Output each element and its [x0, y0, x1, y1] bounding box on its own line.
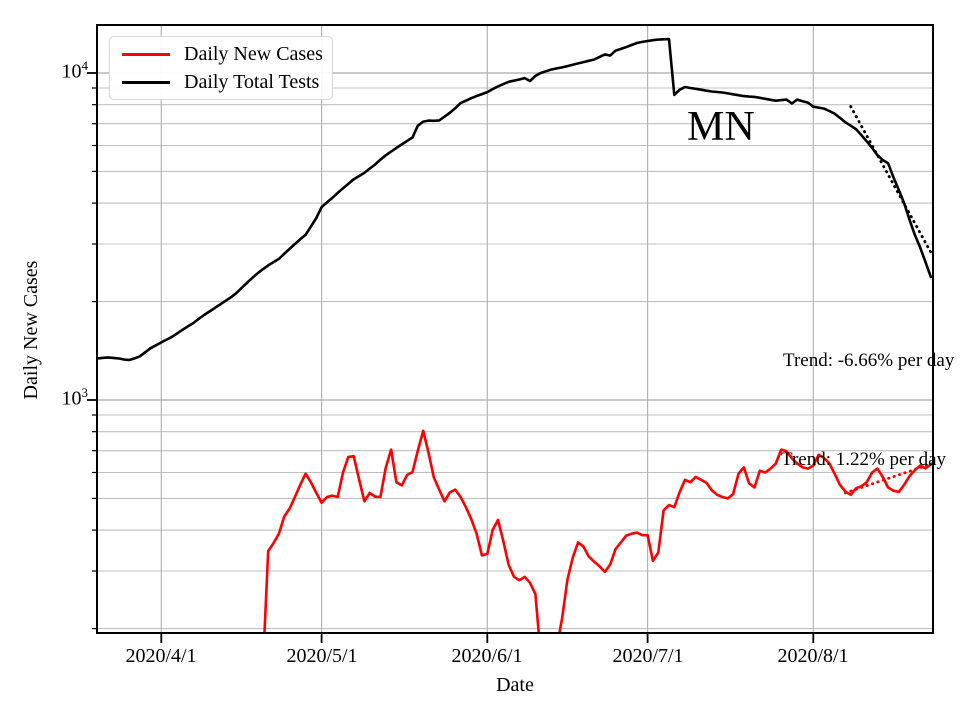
legend: Daily New Cases Daily Total Tests	[109, 36, 333, 100]
black-line-swatch	[122, 80, 170, 84]
y-tick-label-1e4: 104	[61, 58, 89, 83]
x-axis-label: Date	[496, 674, 534, 696]
y-axis-label: Daily New Cases	[20, 260, 42, 400]
state-annotation: MN	[687, 104, 755, 150]
x-tick-label-april: 2020/4/1	[125, 645, 197, 667]
tests-trend-annotation: Trend: -6.66% per day	[783, 350, 955, 371]
red-line-swatch	[122, 52, 170, 56]
x-tick-label-june: 2020/6/1	[451, 645, 523, 667]
legend-label: Daily New Cases	[184, 42, 323, 65]
x-tick-label-may: 2020/5/1	[286, 645, 358, 667]
x-tick-label-july: 2020/7/1	[612, 645, 684, 667]
x-tick-label-august: 2020/8/1	[777, 645, 849, 667]
legend-item-daily-new-cases: Daily New Cases	[116, 43, 326, 66]
y-tick-label-1e3: 103	[61, 385, 89, 410]
legend-label: Daily Total Tests	[184, 70, 320, 93]
legend-item-daily-total-tests: Daily Total Tests	[116, 71, 326, 94]
cases-trend-annotation: Trend: 1.22% per day	[781, 449, 946, 470]
